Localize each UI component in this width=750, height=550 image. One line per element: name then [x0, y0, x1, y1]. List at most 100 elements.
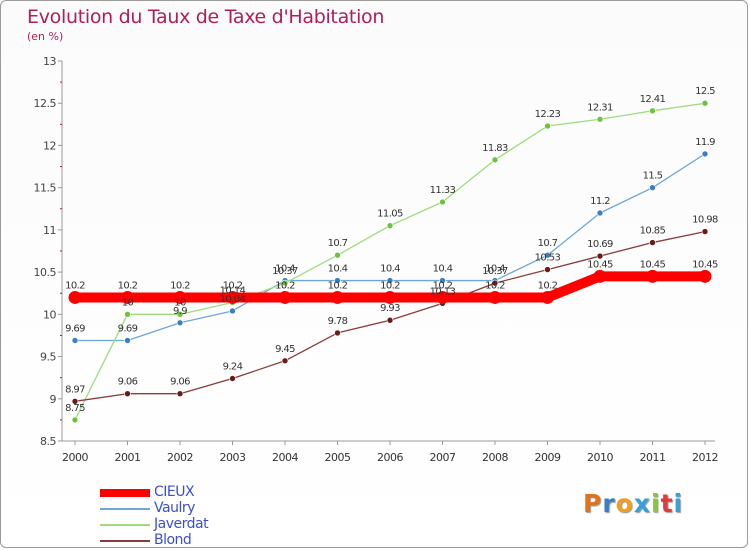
x-tick-label: 2012 — [692, 451, 718, 464]
data-point-javerdat — [649, 107, 656, 115]
data-label-blond: 10.85 — [640, 226, 666, 237]
x-tick-label: 2008 — [482, 451, 508, 464]
data-label-cieux: 10.45 — [692, 259, 718, 270]
data-label-blond: 9.78 — [328, 316, 348, 327]
data-label-javerdat: 11.05 — [377, 209, 403, 220]
data-point-cieux — [646, 269, 659, 283]
data-point-javerdat — [596, 115, 604, 123]
data-point-cieux — [173, 290, 187, 304]
legend-swatch-javerdat — [100, 524, 150, 526]
logo-letter: o — [615, 489, 634, 518]
data-point-javerdat — [491, 156, 499, 164]
data-label-cieux: 10.2 — [118, 280, 138, 291]
data-label-javerdat: 12.31 — [587, 102, 613, 113]
data-label-vaulry: 10.4 — [485, 264, 505, 275]
data-point-javerdat — [334, 251, 341, 259]
data-label-blond: 10.37 — [482, 266, 508, 277]
data-point-blond — [229, 375, 236, 382]
data-label-javerdat: 12.5 — [695, 86, 715, 97]
data-label-vaulry: 10.7 — [538, 238, 558, 249]
data-label-vaulry: 11.5 — [643, 171, 663, 182]
data-point-blond — [334, 329, 341, 337]
data-label-vaulry: 9.9 — [173, 306, 187, 317]
data-point-blond — [701, 228, 709, 235]
data-label-vaulry: 11.2 — [590, 196, 610, 207]
data-point-cieux — [121, 290, 134, 304]
x-tick-label: 2006 — [377, 451, 403, 464]
chart-subtitle: (en %) — [27, 30, 64, 43]
data-point-blond — [491, 279, 499, 287]
data-point-vaulry — [596, 209, 604, 217]
legend-label-blond: Blond — [154, 532, 192, 548]
data-label-javerdat: 12.23 — [535, 109, 561, 120]
data-label-vaulry: 10.4 — [275, 264, 295, 275]
data-point-blond — [596, 252, 604, 260]
data-point-javerdat — [71, 416, 79, 424]
data-point-blond — [544, 266, 551, 273]
data-label-cieux: 10.2 — [485, 280, 505, 291]
data-label-javerdat: 8.75 — [65, 403, 85, 414]
data-point-cieux — [698, 269, 712, 283]
data-point-vaulry — [334, 277, 341, 284]
data-label-javerdat: 10.7 — [328, 238, 348, 249]
data-label-blond: 8.97 — [65, 384, 85, 395]
data-label-vaulry: 10.4 — [433, 264, 453, 275]
data-point-blond — [281, 357, 289, 365]
data-label-blond: 9.45 — [275, 344, 295, 355]
data-label-blond: 9.06 — [118, 377, 138, 388]
data-label-javerdat: 11.33 — [430, 185, 456, 196]
data-point-cieux — [68, 290, 82, 304]
data-point-cieux — [488, 290, 502, 304]
data-label-cieux: 10.2 — [275, 280, 295, 291]
y-tick-label: 13 — [43, 55, 56, 68]
data-point-blond — [71, 398, 79, 405]
data-point-vaulry — [124, 337, 131, 344]
y-tick-label: 10 — [43, 308, 56, 321]
data-point-blond — [649, 239, 656, 246]
data-point-cieux — [541, 290, 554, 304]
x-tick-label: 2011 — [640, 451, 666, 464]
y-tick-label: 11.5 — [34, 182, 57, 195]
data-point-javerdat — [386, 222, 394, 229]
data-label-javerdat: 10.14 — [220, 286, 246, 297]
x-tick-label: 2002 — [167, 451, 193, 464]
data-label-javerdat: 11.83 — [482, 143, 508, 154]
logo-letter: P — [583, 489, 603, 518]
data-label-vaulry: 9.69 — [118, 324, 138, 335]
logo-letter: i — [673, 489, 684, 518]
data-point-vaulry — [386, 277, 394, 284]
x-tick-label: 2003 — [220, 451, 246, 464]
data-label-blond: 9.06 — [170, 377, 190, 388]
data-point-blond — [176, 390, 184, 398]
data-label-blond: 9.24 — [223, 362, 243, 373]
legend-label-vaulry: Vaulry — [154, 500, 195, 516]
y-tick-label: 12.5 — [34, 97, 57, 110]
data-label-cieux: 10.2 — [170, 280, 190, 291]
legend-label-javerdat: Javerdat — [154, 516, 209, 532]
data-point-cieux — [331, 290, 344, 304]
logo-letter: i — [651, 489, 661, 518]
data-point-vaulry — [176, 319, 184, 327]
data-label-vaulry: 9.69 — [65, 324, 85, 335]
data-label-cieux: 10.2 — [328, 280, 348, 291]
data-point-vaulry — [649, 184, 656, 191]
x-tick-label: 2009 — [535, 451, 561, 464]
data-label-cieux: 10.2 — [65, 280, 85, 291]
data-label-cieux: 10.2 — [538, 280, 558, 291]
data-label-vaulry: 11.9 — [695, 137, 715, 148]
data-label-blond: 10.53 — [535, 253, 561, 264]
legend-label-cieux: CIEUX — [154, 484, 195, 500]
data-point-cieux — [593, 269, 607, 283]
legend-swatch-blond — [100, 540, 150, 542]
data-point-javerdat — [544, 122, 551, 130]
y-tick-label: 9.5 — [40, 351, 56, 364]
data-point-vaulry — [544, 251, 551, 259]
x-tick-label: 2005 — [325, 451, 351, 464]
data-label-vaulry: 10.4 — [380, 264, 400, 275]
y-tick-label: 12 — [43, 139, 56, 152]
data-point-cieux — [278, 290, 292, 304]
data-label-blond: 9.93 — [380, 303, 400, 314]
data-label-cieux: 10.45 — [587, 259, 613, 270]
data-label-blond: 10.98 — [692, 215, 718, 226]
data-label-cieux: 10.2 — [223, 280, 243, 291]
